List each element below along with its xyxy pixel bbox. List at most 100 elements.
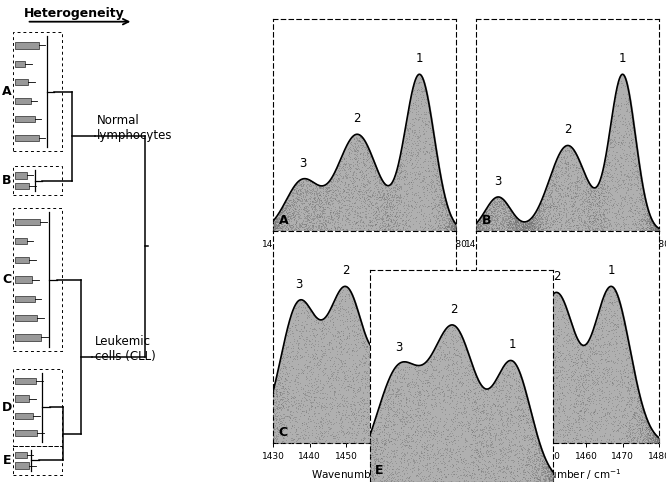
Point	[615, 131, 626, 139]
Point	[448, 359, 458, 367]
Point	[611, 287, 621, 295]
Point	[517, 223, 527, 230]
Point	[492, 368, 502, 376]
Point	[611, 428, 622, 435]
Point	[392, 374, 403, 381]
Point	[520, 225, 531, 232]
Point	[396, 389, 406, 397]
Point	[487, 426, 498, 433]
Point	[502, 203, 513, 211]
Point	[434, 223, 445, 231]
Point	[363, 360, 374, 368]
Point	[398, 370, 409, 377]
Point	[601, 214, 611, 221]
Point	[414, 359, 425, 366]
Point	[439, 460, 450, 468]
Point	[432, 424, 442, 432]
Point	[490, 475, 501, 482]
Point	[645, 217, 656, 225]
Point	[318, 189, 328, 197]
Point	[640, 415, 651, 423]
Point	[420, 424, 430, 431]
Point	[298, 205, 309, 213]
Point	[542, 467, 553, 475]
Point	[547, 325, 557, 333]
Point	[270, 220, 280, 228]
Point	[278, 410, 288, 417]
Point	[589, 192, 600, 200]
Point	[426, 202, 437, 210]
Point	[408, 381, 419, 389]
Point	[310, 206, 320, 214]
Point	[634, 428, 645, 436]
Point	[504, 326, 515, 334]
Point	[610, 137, 621, 145]
Point	[639, 216, 650, 224]
Point	[351, 155, 362, 163]
Point	[489, 412, 500, 420]
Point	[641, 438, 651, 445]
Point	[372, 215, 382, 223]
Point	[499, 426, 509, 434]
Point	[340, 371, 350, 379]
Point	[480, 407, 491, 415]
Point	[498, 463, 509, 470]
Point	[400, 464, 410, 472]
Point	[521, 416, 531, 424]
Point	[419, 455, 430, 462]
Point	[510, 219, 521, 227]
Point	[413, 79, 424, 86]
Point	[620, 189, 631, 197]
Point	[323, 313, 334, 321]
Point	[290, 427, 301, 435]
Point	[316, 429, 327, 437]
Point	[643, 211, 654, 219]
Point	[295, 402, 306, 409]
Point	[608, 321, 619, 329]
Point	[420, 384, 431, 391]
Point	[390, 184, 400, 191]
Point	[269, 415, 280, 423]
Point	[522, 409, 533, 417]
Point	[643, 208, 654, 216]
Point	[314, 213, 325, 220]
Point	[488, 461, 499, 469]
Point	[326, 404, 337, 412]
Point	[573, 227, 583, 234]
Point	[643, 222, 654, 230]
Point	[652, 439, 663, 447]
Point	[576, 414, 587, 422]
Point	[521, 398, 531, 405]
Point	[433, 438, 444, 445]
Point	[408, 179, 418, 187]
Point	[509, 227, 519, 235]
Point	[615, 191, 625, 199]
Point	[343, 146, 354, 153]
Point	[344, 317, 355, 324]
Point	[581, 189, 591, 197]
Point	[461, 363, 472, 371]
Point	[426, 400, 437, 408]
Point	[492, 226, 503, 234]
Point	[281, 202, 292, 210]
Point	[575, 354, 586, 362]
Point	[398, 226, 408, 233]
Point	[500, 449, 511, 457]
Point	[389, 178, 400, 186]
Point	[391, 408, 402, 415]
Point	[396, 216, 407, 224]
Point	[304, 415, 315, 423]
Point	[424, 421, 435, 429]
Point	[424, 455, 435, 462]
Point	[531, 453, 542, 460]
Point	[460, 456, 470, 464]
Point	[280, 421, 291, 428]
Point	[587, 225, 598, 233]
Point	[549, 202, 559, 210]
Point	[322, 356, 332, 364]
Point	[270, 217, 280, 225]
Point	[381, 358, 392, 365]
Point	[511, 406, 522, 414]
Point	[321, 197, 332, 205]
Point	[393, 402, 404, 410]
